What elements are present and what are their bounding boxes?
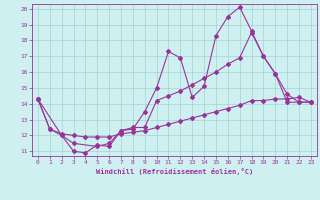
X-axis label: Windchill (Refroidissement éolien,°C): Windchill (Refroidissement éolien,°C) [96,168,253,175]
